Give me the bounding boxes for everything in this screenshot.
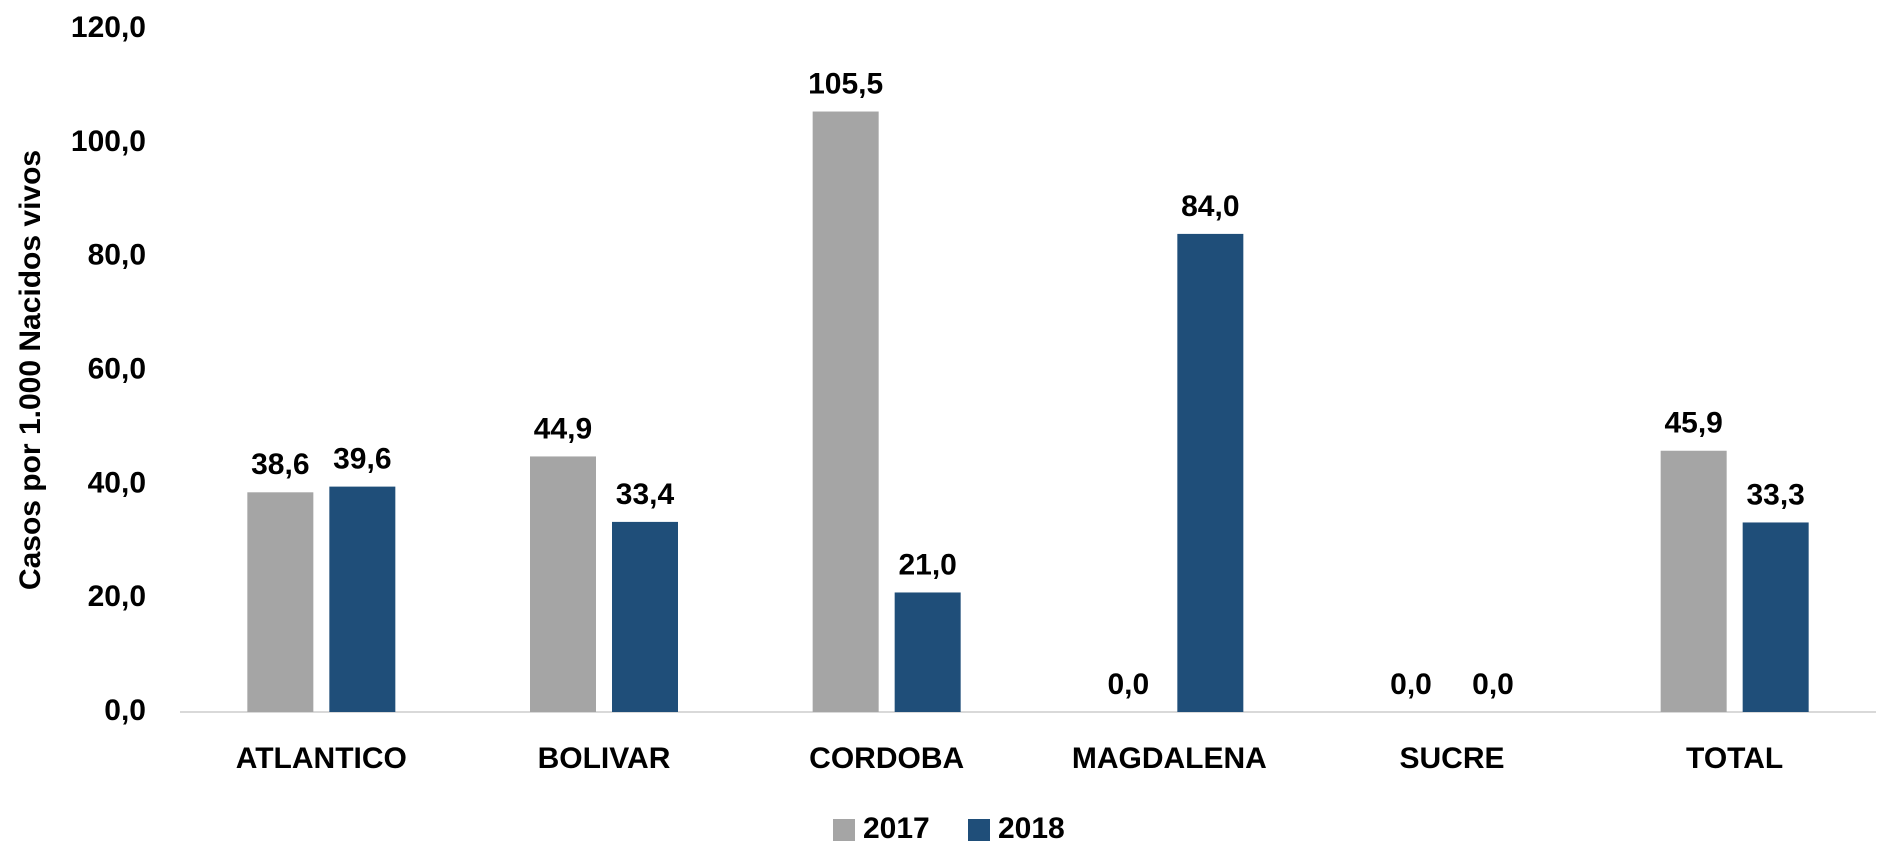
legend-label: 2018 bbox=[998, 812, 1065, 844]
data-label: 38,6 bbox=[251, 448, 309, 481]
data-label: 44,9 bbox=[534, 412, 592, 445]
y-tick-label: 0,0 bbox=[104, 694, 146, 727]
data-label: 0,0 bbox=[1107, 668, 1149, 701]
y-tick-label: 80,0 bbox=[88, 239, 146, 272]
x-tick-label: CORDOBA bbox=[809, 742, 964, 775]
bar bbox=[812, 111, 879, 712]
bar bbox=[530, 456, 596, 712]
legend-label: 2017 bbox=[863, 812, 930, 844]
data-label: 105,5 bbox=[808, 67, 883, 100]
y-tick-label: 20,0 bbox=[88, 580, 146, 613]
y-axis-label: Casos por 1.000 Nacidos vivos bbox=[14, 150, 47, 590]
data-label: 0,0 bbox=[1390, 668, 1432, 701]
data-label: 33,3 bbox=[1746, 478, 1804, 511]
x-tick-label: MAGDALENA bbox=[1072, 742, 1267, 775]
data-label: 0,0 bbox=[1472, 668, 1514, 701]
data-label: 33,4 bbox=[616, 478, 675, 511]
bar bbox=[1177, 233, 1244, 712]
y-tick-label: 60,0 bbox=[88, 352, 146, 385]
y-tick-label: 40,0 bbox=[88, 466, 146, 499]
data-label: 45,9 bbox=[1664, 407, 1722, 440]
x-tick-label: BOLIVAR bbox=[538, 742, 671, 775]
legend-swatch bbox=[968, 819, 990, 841]
y-tick-label: 100,0 bbox=[71, 125, 146, 158]
legend-swatch bbox=[833, 819, 855, 841]
data-label: 84,0 bbox=[1181, 190, 1239, 223]
x-tick-label: TOTAL bbox=[1686, 742, 1783, 775]
x-tick-label: SUCRE bbox=[1399, 742, 1504, 775]
bar bbox=[247, 492, 314, 712]
data-label: 39,6 bbox=[333, 443, 391, 476]
bar bbox=[1742, 522, 1809, 712]
bar bbox=[612, 521, 678, 712]
bar bbox=[894, 592, 961, 712]
bar bbox=[329, 486, 396, 712]
x-tick-label: ATLANTICO bbox=[236, 742, 407, 775]
y-tick-label: 120,0 bbox=[71, 11, 146, 44]
bar bbox=[1660, 450, 1727, 712]
data-label: 21,0 bbox=[898, 548, 956, 581]
